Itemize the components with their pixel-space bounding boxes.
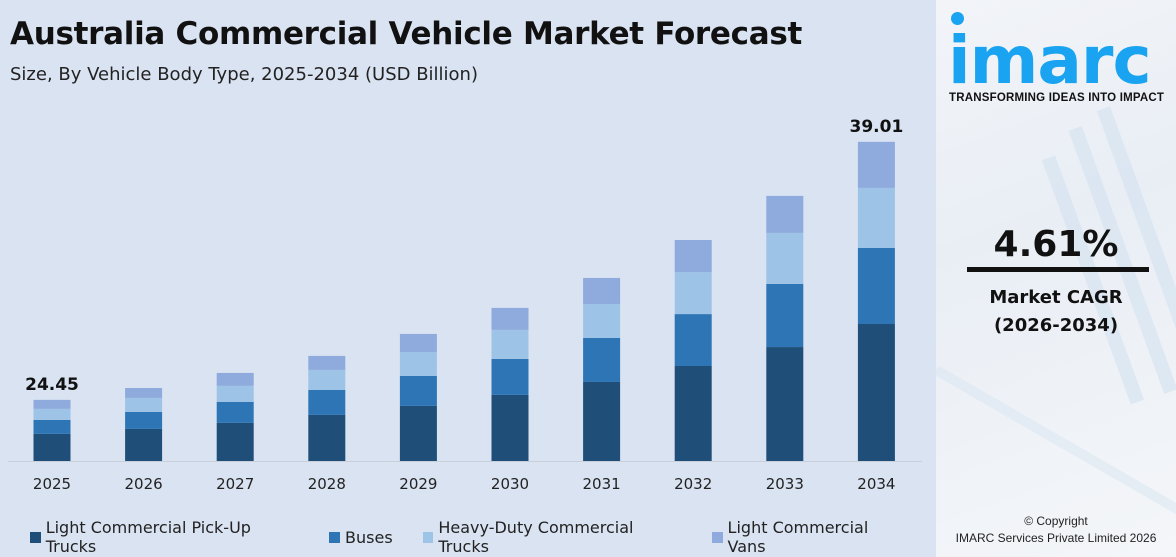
x-tick-label: 2027 (216, 475, 254, 493)
bar-segment-buses-2034 (857, 247, 895, 325)
bar-segment-light-commercial-pick-up-trucks-2032 (674, 366, 712, 461)
bar-segment-buses-2033 (766, 283, 804, 348)
bar-segment-light-commercial-vans-2030 (491, 307, 529, 330)
stacked-bar-chart: 2025 24.45 2026 2027 2028 2029 2030 2031 2032 203… (8, 117, 922, 493)
data-label-2025: 24.45 (25, 375, 79, 395)
cagr-period: (2026-2034) (993, 315, 1119, 336)
chart-area: Australia Commercial Vehicle Market Fore… (8, 16, 936, 556)
bar-segment-heavy-duty-commercial-trucks-2027 (216, 385, 254, 402)
tagline: TRANSFORMING IDEAS INTO IMPACT (949, 92, 1165, 104)
bar-segment-light-commercial-pick-up-trucks-2026 (125, 428, 163, 461)
bar-segment-heavy-duty-commercial-trucks-2026 (125, 397, 163, 412)
bar-segment-light-commercial-vans-2031 (583, 277, 621, 304)
legend-label: Heavy-Duty Commercial Trucks (438, 518, 634, 556)
bar-segment-buses-2027 (216, 401, 254, 423)
legend-swatch (30, 531, 41, 543)
bar-segment-heavy-duty-commercial-trucks-2031 (583, 303, 621, 339)
bar-segment-light-commercial-vans-2027 (216, 372, 254, 386)
bar-segment-light-commercial-pick-up-trucks-2029 (399, 405, 437, 461)
side-panel: imarc TRANSFORMING IDEAS INTO IMPACT 4.6… (936, 0, 1176, 557)
legend-label: Buses (345, 527, 393, 547)
bar-segment-heavy-duty-commercial-trucks-2033 (766, 232, 804, 284)
bar-segment-light-commercial-pick-up-trucks-2025 (33, 433, 71, 461)
x-tick-label: 2029 (399, 475, 437, 493)
copyright-line-1: © Copyright (1024, 514, 1088, 528)
bar-segment-buses-2031 (583, 338, 621, 382)
bar-segment-buses-2030 (491, 358, 529, 395)
legend-swatch (329, 531, 341, 543)
bar-segment-light-commercial-pick-up-trucks-2034 (857, 324, 895, 461)
bar-segment-heavy-duty-commercial-trucks-2029 (399, 352, 437, 376)
bar-segment-light-commercial-vans-2028 (308, 355, 346, 370)
bar-segment-light-commercial-pick-up-trucks-2031 (583, 381, 621, 461)
copyright-line-2: IMARC Services Private Limited 2026 (955, 531, 1157, 545)
bar-segment-light-commercial-pick-up-trucks-2028 (308, 414, 346, 461)
bar-segment-heavy-duty-commercial-trucks-2034 (857, 187, 895, 248)
x-tick-label: 2032 (674, 475, 712, 493)
bar-segment-heavy-duty-commercial-trucks-2032 (674, 272, 712, 315)
bar-segment-buses-2026 (125, 411, 163, 429)
x-tick-label: 2025 (33, 475, 71, 493)
legend-label: Light Commercial Vans (727, 518, 869, 556)
imarc-logo: imarc (948, 22, 1152, 99)
copyright: © Copyright IMARC Services Private Limit… (936, 513, 1176, 547)
cagr-value: 4.61% (993, 224, 1119, 265)
chart-subtitle: Size, By Vehicle Body Type, 2025-2034 (U… (10, 64, 478, 85)
bar-segment-light-commercial-vans-2034 (857, 141, 895, 188)
legend-swatch (711, 531, 723, 543)
chart-title: Australia Commercial Vehicle Market Fore… (10, 16, 803, 52)
bar-segment-light-commercial-pick-up-trucks-2033 (766, 347, 804, 461)
bar-segment-light-commercial-vans-2025 (33, 399, 71, 409)
divider (967, 267, 1149, 272)
bar-segment-heavy-duty-commercial-trucks-2028 (308, 369, 346, 390)
bar-segment-buses-2028 (308, 389, 346, 415)
x-tick-label: 2031 (583, 475, 621, 493)
cagr-label: Market CAGR (2026-2034) (936, 284, 1176, 340)
legend-item: Heavy-Duty Commercial Trucks (422, 518, 682, 556)
legend-item: Light Commercial Vans (711, 518, 906, 556)
x-tick-label: 2030 (491, 475, 529, 493)
bar-segment-buses-2025 (33, 419, 71, 434)
cagr-label-text: Market CAGR (989, 287, 1123, 308)
bar-segment-heavy-duty-commercial-trucks-2025 (33, 408, 71, 420)
bar-segment-light-commercial-vans-2032 (674, 240, 712, 273)
legend-item: Buses (329, 518, 393, 556)
legend: Light Commercial Pick-Up Trucks Buses Heav… (30, 518, 936, 556)
bar-segment-light-commercial-vans-2033 (766, 195, 804, 233)
bar-segment-buses-2032 (674, 314, 712, 367)
bar-segment-light-commercial-pick-up-trucks-2027 (216, 422, 254, 461)
bar-segment-light-commercial-pick-up-trucks-2030 (491, 394, 529, 461)
x-tick-label: 2026 (125, 475, 163, 493)
legend-swatch (422, 531, 434, 543)
x-tick-label: 2034 (857, 475, 895, 493)
x-tick-label: 2033 (766, 475, 804, 493)
x-tick-label: 2028 (308, 475, 346, 493)
bar-segment-light-commercial-vans-2029 (399, 333, 437, 353)
logo-dot (951, 12, 964, 25)
bar-segment-light-commercial-vans-2026 (125, 387, 163, 398)
legend-item: Light Commercial Pick-Up Trucks (30, 518, 299, 556)
legend-label: Light Commercial Pick-Up Trucks (45, 518, 251, 556)
bar-segment-buses-2029 (399, 375, 437, 406)
data-label-2034: 39.01 (850, 117, 904, 137)
bar-segment-heavy-duty-commercial-trucks-2030 (491, 329, 529, 359)
